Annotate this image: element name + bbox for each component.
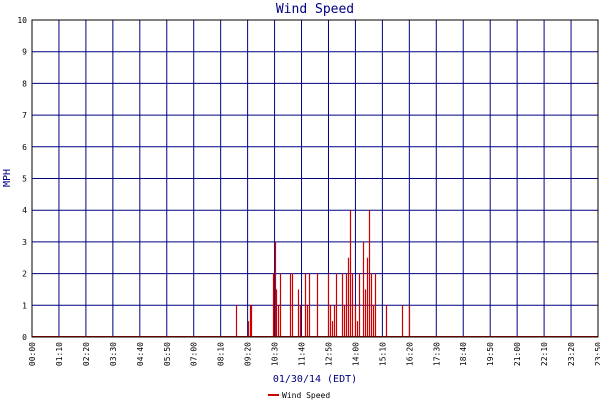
x-tick-label: 22:10 xyxy=(540,342,549,366)
x-tick-label: 21:00 xyxy=(513,342,522,366)
y-tick-label: 2 xyxy=(22,270,27,279)
x-tick-label: 02:20 xyxy=(82,342,91,366)
y-tick-label: 6 xyxy=(22,143,27,152)
y-tick-label: 3 xyxy=(22,238,27,247)
x-tick-label: 00:00 xyxy=(28,342,37,366)
plot-frame xyxy=(31,19,599,338)
y-tick-label: 9 xyxy=(22,48,27,57)
y-tick-label: 1 xyxy=(22,301,27,310)
x-axis-label: 01/30/14 (EDT) xyxy=(273,374,357,385)
y-tick-label: 5 xyxy=(22,175,27,184)
x-tick-label: 18:40 xyxy=(459,342,468,366)
y-tick-label: 8 xyxy=(22,79,27,88)
y-tick-label: 10 xyxy=(17,16,27,25)
x-tick-label: 07:00 xyxy=(190,342,199,366)
x-tick-label: 23:50 xyxy=(594,342,600,366)
y-tick-label: 0 xyxy=(22,333,27,342)
y-axis-label: MPH xyxy=(2,169,13,187)
x-tick-label: 04:40 xyxy=(136,342,145,366)
x-tick-label: 11:40 xyxy=(298,342,307,366)
x-tick-label: 08:10 xyxy=(217,342,226,366)
x-tick-label: 17:30 xyxy=(432,342,441,366)
x-tick-label: 01:10 xyxy=(55,342,64,366)
x-tick-label: 09:20 xyxy=(244,342,253,366)
legend: Wind Speed xyxy=(268,391,330,400)
x-tick-label: 14:00 xyxy=(351,342,360,366)
x-tick-label: 10:30 xyxy=(271,342,280,366)
x-tick-label: 03:30 xyxy=(109,342,118,366)
y-tick-label: 7 xyxy=(22,111,27,120)
grid-lines xyxy=(32,20,598,337)
x-tick-labels: 00:00 01:10 02:20 03:30 04:40 05:50 07:00 08:10… xyxy=(28,342,600,366)
x-tick-label: 15:10 xyxy=(378,342,387,366)
x-tick-label: 05:50 xyxy=(163,342,172,366)
x-tick-label: 23:20 xyxy=(567,342,576,366)
x-tick-label: 12:50 xyxy=(324,342,333,366)
y-tick-label: 4 xyxy=(22,206,27,215)
y-tick-labels: 0 1 2 3 4 5 6 7 8 9 10 xyxy=(17,16,27,342)
legend-label: Wind Speed xyxy=(282,391,330,400)
x-tick-label: 16:20 xyxy=(405,342,414,366)
chart-title: Wind Speed xyxy=(276,2,354,17)
x-tick-label: 19:50 xyxy=(486,342,495,366)
